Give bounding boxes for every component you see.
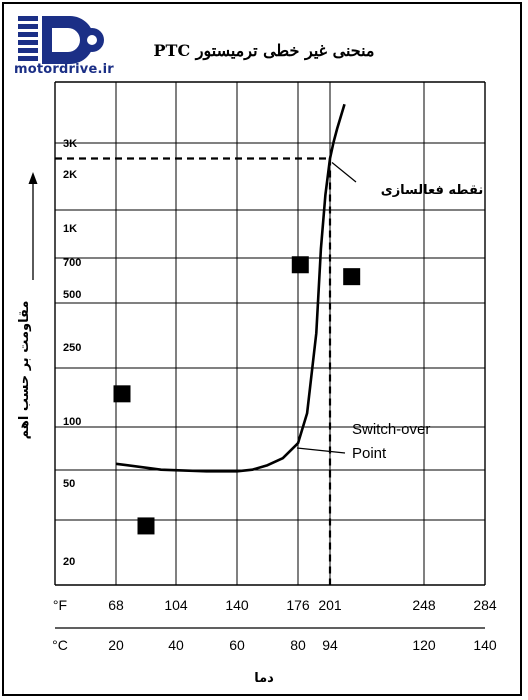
y-tick-label: 50 <box>63 478 75 490</box>
data-marker <box>137 517 155 535</box>
x-tick-label-f: 68 <box>108 597 124 613</box>
annotation-switch-en-line1: Switch-over <box>352 421 430 438</box>
x-tick-label-c: 94 <box>322 637 338 653</box>
x-tick-label-f: 104 <box>164 597 188 613</box>
y-tick-label: 3K <box>63 138 77 150</box>
data-marker <box>291 256 309 274</box>
annotation-switch-en-line2: Point <box>352 445 387 462</box>
annotation-leader-fa <box>331 162 357 183</box>
x-tick-label-c: 140 <box>473 637 497 653</box>
chart-title: منحنی غیر خطی ترمیستور PTC <box>154 41 375 61</box>
x-tick-label-c: 40 <box>168 637 184 653</box>
y-tick-label: 20 <box>63 556 75 568</box>
motordrive-logo <box>18 16 104 64</box>
annotation-leader-en <box>296 447 346 454</box>
x-tick-label-c: 20 <box>108 637 124 653</box>
x-tick-label-f: 284 <box>473 597 497 613</box>
y-axis-label: مقاومت بر حسب اهم <box>17 301 32 440</box>
x-tick-label-f: 176 <box>286 597 310 613</box>
data-marker <box>343 268 361 286</box>
y-tick-label: 100 <box>63 416 81 428</box>
annotation-switch-fa: نقطه فعالسازی <box>381 183 483 198</box>
x-axis-label: دما <box>254 671 274 686</box>
x-unit-c: °C <box>52 637 68 653</box>
y-tick-label: 700 <box>63 257 81 269</box>
y-tick-label: 250 <box>63 342 81 354</box>
x-tick-label-f: 248 <box>412 597 436 613</box>
figure-border <box>2 2 522 696</box>
y-tick-label: 2K <box>63 169 77 181</box>
resistance-curve <box>115 103 346 473</box>
x-tick-label-f: 201 <box>318 597 342 613</box>
x-tick-label-f: 140 <box>225 597 249 613</box>
logo-text: motordrive.ir <box>14 62 114 77</box>
x-tick-label-c: 60 <box>229 637 245 653</box>
data-marker <box>113 385 131 403</box>
x-tick-label-c: 120 <box>412 637 436 653</box>
y-axis-arrow-head <box>28 172 38 184</box>
x-tick-label-c: 80 <box>290 637 306 653</box>
x-unit-f: °F <box>53 597 67 613</box>
y-tick-label: 500 <box>63 289 81 301</box>
y-tick-label: 1K <box>63 223 77 235</box>
